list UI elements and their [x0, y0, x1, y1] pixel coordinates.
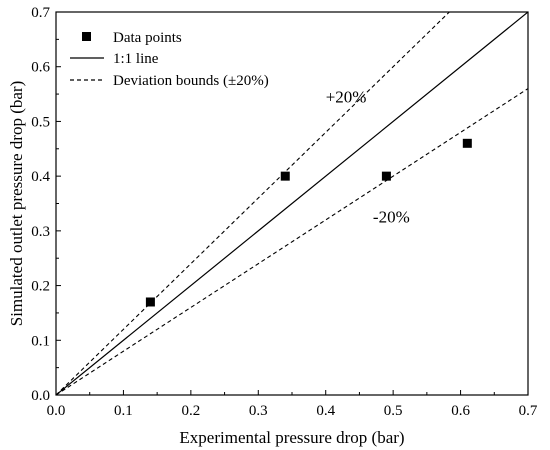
x-axis-ticks: 0.0 0.1 0.2 0.3 0.4 0.5 0.6 0.7: [47, 390, 538, 419]
one-to-one-line: [56, 12, 528, 395]
x-tick-label: 0.2: [181, 403, 200, 419]
y-tick-label: 0.0: [31, 388, 50, 404]
x-tick-label: 0.6: [451, 403, 470, 419]
x-tick-label: 0.1: [114, 403, 133, 419]
y-tick-label: 0.1: [31, 333, 50, 349]
deviation-bound-lower: [56, 88, 528, 395]
x-tick-label: 0.0: [47, 403, 66, 419]
y-axis-label: Simulated outlet pressure drop (bar): [7, 81, 26, 327]
y-tick-label: 0.5: [31, 114, 50, 130]
y-tick-label: 0.4: [31, 169, 50, 185]
x-axis-label: Experimental pressure drop (bar): [179, 428, 404, 447]
data-point: [280, 171, 290, 181]
data-point: [381, 171, 391, 181]
x-tick-label: 0.4: [316, 403, 335, 419]
data-points: [145, 138, 472, 307]
y-tick-label: 0.3: [31, 224, 50, 240]
x-tick-label: 0.3: [249, 403, 268, 419]
legend: Data points 1:1 line Deviation bounds (±…: [70, 30, 269, 89]
y-axis-ticks: 0.0 0.1 0.2 0.3 0.4 0.5 0.6 0.7: [31, 5, 61, 404]
legend-label-data-points: Data points: [113, 30, 182, 46]
data-point: [145, 297, 155, 307]
y-tick-label: 0.6: [31, 60, 50, 76]
data-point: [462, 138, 472, 148]
x-tick-label: 0.5: [384, 403, 403, 419]
annotation-label: -20%: [373, 208, 410, 227]
annotations: +20% -20%: [326, 87, 410, 226]
y-tick-label: 0.2: [31, 279, 50, 295]
legend-label-deviation: Deviation bounds (±20%): [113, 73, 269, 89]
y-tick-label: 0.7: [31, 5, 50, 21]
legend-label-1to1: 1:1 line: [113, 51, 159, 67]
annotation-label: +20%: [326, 87, 367, 106]
x-tick-label: 0.7: [519, 403, 538, 419]
legend-marker-data-points: [82, 32, 91, 41]
